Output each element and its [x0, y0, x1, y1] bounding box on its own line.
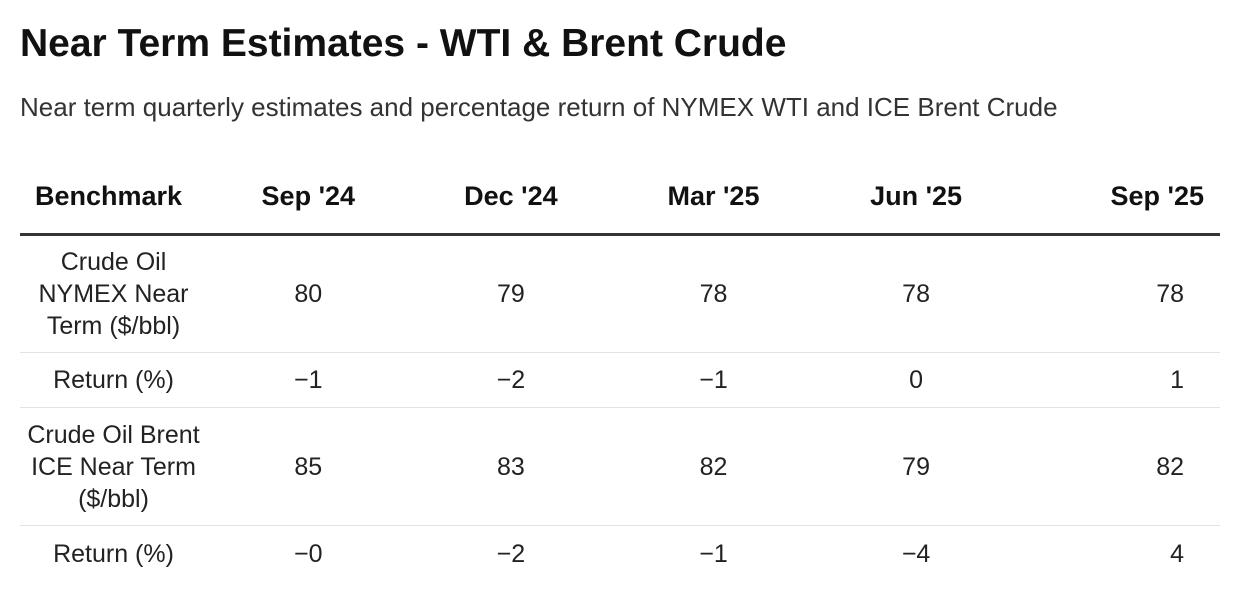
row-label-line: Term ($/bbl)	[46, 312, 181, 340]
column-header-sep-25: Sep '25	[1017, 160, 1220, 236]
table-cell: −1	[699, 540, 728, 568]
table-cell: −1	[207, 352, 410, 408]
row-label-line: Crude Oil	[60, 248, 167, 276]
column-header-benchmark: Benchmark	[20, 160, 207, 236]
table-cell: 78	[612, 234, 815, 353]
chart-title: Near Term Estimates - WTI & Brent Crude	[20, 22, 787, 65]
table-cell: −1	[612, 352, 815, 408]
table-cell: −4	[901, 540, 931, 568]
row-label-line: Crude Oil Brent	[27, 420, 200, 449]
table-row-brent-return: Return (%) −0 −2 −1 −4 4	[20, 526, 1220, 583]
column-header-jun-25: Jun '25	[814, 160, 1018, 236]
row-label-line: Return (%)	[53, 366, 174, 394]
table-header-row: Benchmark Sep '24 Dec '24 Mar '25 Jun '2…	[20, 160, 1220, 236]
table-cell: 80	[207, 234, 410, 353]
table-cell: 82	[1017, 407, 1220, 526]
row-label-line: NYMEX Near	[38, 280, 189, 308]
table-row-brent-price: Crude Oil Brent ICE Near Term ($/bbl) 85…	[20, 407, 1220, 526]
table-cell: 79	[814, 407, 1018, 526]
table-cell: −2	[409, 352, 613, 408]
row-label-line: Return (%)	[53, 540, 174, 568]
row-label-brent-price: Crude Oil Brent ICE Near Term ($/bbl)	[20, 407, 207, 526]
table-cell: −2	[496, 540, 526, 568]
row-label-line: ($/bbl)	[78, 484, 149, 513]
chart-subtitle: Near term quarterly estimates and percen…	[20, 92, 1058, 122]
table-cell: 82	[612, 407, 815, 526]
table-cell: 78	[814, 234, 1018, 353]
table-cell: 1	[1017, 352, 1220, 408]
table-cell: 85	[207, 407, 410, 526]
table-cell: −0	[294, 540, 323, 568]
column-header-sep-24: Sep '24	[207, 160, 410, 236]
row-label-nymex-return: Return (%)	[20, 352, 207, 408]
column-header-dec-24: Dec '24	[409, 160, 613, 236]
table-row-nymex-return: Return (%) −1 −2 −1 0 1	[20, 352, 1220, 408]
row-label-nymex-price: Crude Oil NYMEX Near Term ($/bbl)	[20, 234, 207, 353]
estimates-table-container: Benchmark Sep '24 Dec '24 Mar '25 Jun '2…	[20, 160, 1220, 582]
estimates-table: Benchmark Sep '24 Dec '24 Mar '25 Jun '2…	[20, 160, 1220, 582]
column-header-mar-25: Mar '25	[612, 160, 815, 236]
table-cell: 0	[814, 352, 1018, 408]
table-cell: 4	[1170, 540, 1184, 568]
table-cell: 83	[409, 407, 613, 526]
table-cell: 79	[409, 234, 613, 353]
row-label-line: ICE Near Term	[31, 452, 196, 481]
row-label-brent-return: Return (%)	[20, 526, 207, 583]
table-cell: 78	[1017, 234, 1220, 353]
table-row-nymex-price: Crude Oil NYMEX Near Term ($/bbl) 80 79 …	[20, 234, 1220, 353]
